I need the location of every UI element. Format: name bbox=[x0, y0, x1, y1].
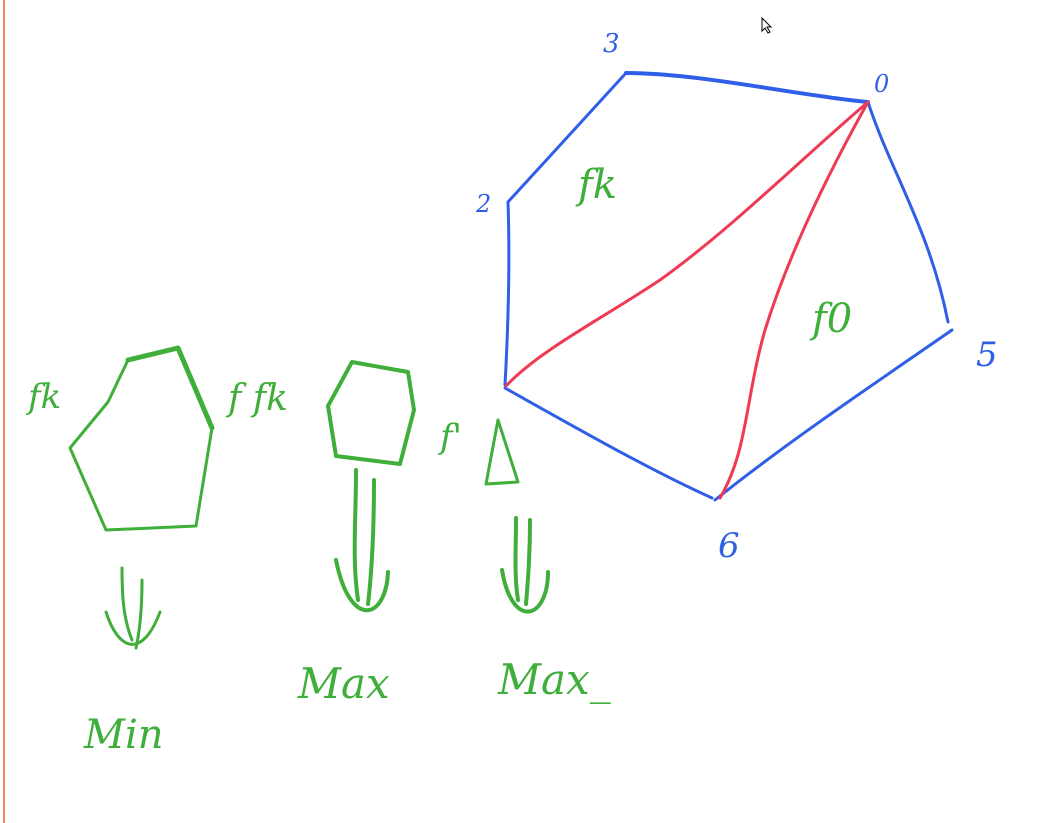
pentagon-shape-1-thick bbox=[125, 345, 215, 431]
triangle-shape-3 bbox=[484, 418, 520, 486]
region-label-upper: fk bbox=[575, 162, 617, 208]
shape1-result: Min bbox=[83, 712, 164, 758]
edge-anchor-6 bbox=[503, 386, 714, 500]
edge-0-5 bbox=[866, 100, 950, 324]
polygon-outline bbox=[503, 71, 954, 502]
left-margin-rule bbox=[3, 0, 5, 823]
diagonal-anchor-0 bbox=[504, 100, 870, 388]
shape2-result: Max bbox=[297, 659, 390, 708]
triangulation-diagonals bbox=[504, 100, 870, 500]
vertex-label-6: 6 bbox=[718, 526, 740, 566]
shape3-label: f' bbox=[437, 417, 462, 457]
pointer-cursor-icon bbox=[761, 16, 773, 34]
vertex-label-5: 5 bbox=[976, 335, 998, 375]
down-arrow-icon-2 bbox=[334, 468, 390, 613]
pentagon-shape-2 bbox=[326, 360, 416, 466]
edge-2-anchor bbox=[503, 200, 511, 387]
shape3-result: Max_ bbox=[497, 655, 611, 704]
vertex-label-2: 2 bbox=[475, 190, 491, 218]
shape1-label: fk bbox=[25, 377, 61, 417]
diagonal-0-6 bbox=[718, 100, 870, 500]
vertex-label-0: 0 bbox=[874, 70, 889, 98]
edge-2-3 bbox=[506, 71, 628, 204]
down-arrow-icon-1 bbox=[104, 566, 162, 650]
shape2-label: f fk bbox=[225, 378, 288, 419]
region-label-lower: f0 bbox=[809, 296, 852, 342]
vertex-labels: 3 0 2 5 6 bbox=[475, 29, 998, 566]
annotation-shape-2: f fk Max bbox=[225, 360, 416, 708]
vertex-label-3: 3 bbox=[603, 29, 620, 59]
annotation-shape-1: fk Min bbox=[25, 345, 215, 758]
annotation-shape-3: f' Max_ bbox=[437, 417, 611, 704]
edge-3-0 bbox=[624, 71, 870, 104]
down-arrow-icon-3 bbox=[500, 516, 550, 614]
edge-5-6 bbox=[713, 328, 954, 502]
